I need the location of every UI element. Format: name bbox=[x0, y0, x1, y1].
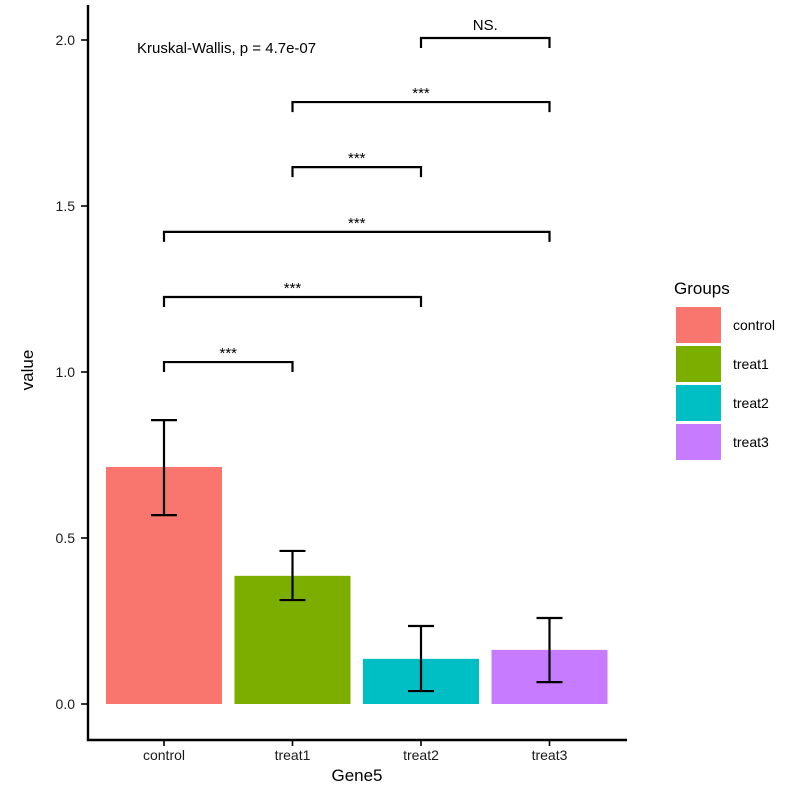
legend-label-treat3: treat3 bbox=[733, 434, 769, 450]
bars-group bbox=[106, 466, 608, 704]
comparison-brackets-group: *** *** *** *** *** NS. bbox=[162, 17, 551, 373]
y-tick-label: 0.5 bbox=[56, 530, 76, 546]
legend: Groups control treat1 treat2 treat3 bbox=[674, 279, 775, 460]
y-axis-title: value bbox=[18, 350, 37, 391]
legend-label-control: control bbox=[733, 317, 775, 333]
legend-swatch-treat1 bbox=[676, 346, 721, 382]
error-bar-treat1 bbox=[279, 549, 306, 602]
comparison-bracket-treat1-treat2: *** bbox=[291, 150, 423, 178]
bracket-line bbox=[162, 360, 294, 373]
comparison-bracket-treat1-treat3: *** bbox=[291, 85, 551, 113]
bracket-line bbox=[162, 230, 551, 242]
comparison-bracket-control-treat2: *** bbox=[162, 280, 423, 307]
bracket-line bbox=[162, 295, 423, 307]
axes-group: 0.0 0.5 1.0 1.5 2.0 control treat1 treat2 treat3 bbox=[56, 5, 627, 763]
y-tick-label: 1.0 bbox=[56, 364, 76, 380]
comparison-bracket-treat2-treat3: NS. bbox=[419, 17, 551, 49]
legend-title: Groups bbox=[674, 279, 730, 298]
y-tick-label: 1.5 bbox=[56, 198, 76, 214]
error-bar-control bbox=[151, 419, 177, 517]
comparison-bracket-control-treat1: *** bbox=[162, 345, 294, 373]
x-tick-label: treat3 bbox=[532, 747, 568, 763]
x-axis-title: Gene5 bbox=[331, 766, 382, 785]
significance-label: *** bbox=[412, 85, 430, 102]
x-tick-label: treat2 bbox=[403, 747, 439, 763]
significance-label: *** bbox=[219, 345, 237, 362]
bracket-line bbox=[291, 166, 423, 178]
error-bar-treat2 bbox=[408, 624, 434, 693]
significance-label: NS. bbox=[473, 17, 498, 34]
kruskal-wallis-annotation: Kruskal-Wallis, p = 4.7e-07 bbox=[137, 40, 316, 57]
y-tick-label: 0.0 bbox=[56, 696, 76, 712]
legend-swatch-treat2 bbox=[676, 385, 721, 421]
error-bars-group bbox=[151, 419, 563, 693]
error-bar-treat3 bbox=[536, 616, 563, 684]
comparison-bracket-control-treat3: *** bbox=[162, 215, 551, 242]
significance-label: *** bbox=[348, 215, 366, 232]
legend-label-treat1: treat1 bbox=[733, 356, 769, 372]
y-tick-label: 2.0 bbox=[56, 32, 76, 48]
significance-label: *** bbox=[284, 280, 302, 297]
bracket-line bbox=[291, 100, 551, 113]
bracket-line bbox=[419, 36, 551, 49]
significance-label: *** bbox=[348, 150, 366, 167]
x-tick-label: control bbox=[143, 747, 185, 763]
legend-label-treat2: treat2 bbox=[733, 395, 769, 411]
legend-swatch-control bbox=[676, 307, 721, 343]
x-tick-label: treat1 bbox=[275, 747, 311, 763]
legend-swatch-treat3 bbox=[676, 424, 721, 460]
